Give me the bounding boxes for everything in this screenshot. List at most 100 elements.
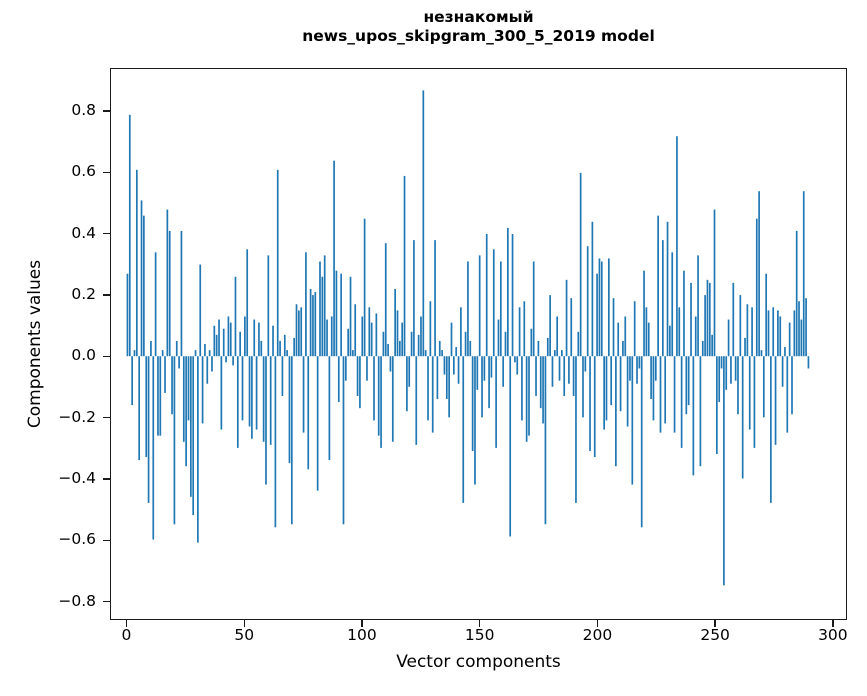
bar <box>467 261 469 357</box>
bar <box>415 356 418 445</box>
bar <box>652 356 655 421</box>
bar <box>683 270 685 357</box>
bar <box>770 356 772 503</box>
bar <box>206 356 209 384</box>
x-tick-label: 250 <box>700 626 730 644</box>
bar <box>406 356 408 412</box>
bar <box>701 340 704 357</box>
bar <box>276 169 279 357</box>
bar <box>128 114 131 357</box>
bar <box>403 175 406 357</box>
y-tick-mark <box>103 355 110 357</box>
bar <box>394 289 396 357</box>
bar <box>213 325 216 357</box>
bar <box>744 337 746 357</box>
bar <box>232 356 234 366</box>
bar <box>758 191 760 357</box>
bar <box>802 191 805 357</box>
x-tick-mark <box>832 620 834 627</box>
bar <box>443 356 446 375</box>
bar <box>187 356 190 421</box>
bar <box>262 356 265 442</box>
bar <box>582 356 584 418</box>
x-tick-mark <box>479 620 481 627</box>
bar <box>283 334 286 357</box>
bar <box>661 240 664 357</box>
bar <box>734 356 737 381</box>
bar <box>173 356 176 525</box>
bar <box>227 316 230 357</box>
bar <box>615 356 617 467</box>
y-tick-mark <box>103 171 110 173</box>
bar <box>596 273 598 357</box>
bar <box>189 356 192 497</box>
bar <box>593 356 596 458</box>
bar <box>236 356 239 448</box>
bar <box>305 252 307 357</box>
bar <box>300 307 303 357</box>
bar <box>269 356 272 445</box>
bar <box>424 350 427 357</box>
x-tick-mark <box>596 620 599 627</box>
bar <box>389 356 392 372</box>
bar <box>314 292 317 357</box>
bar <box>755 218 758 357</box>
bar <box>408 356 411 387</box>
bar <box>741 356 744 479</box>
bar <box>673 356 676 433</box>
bar <box>377 356 380 436</box>
bar <box>131 356 133 406</box>
bar <box>549 295 551 357</box>
bar <box>422 90 425 357</box>
bar <box>464 331 467 357</box>
bar <box>570 298 573 357</box>
bar <box>622 340 624 357</box>
bar <box>429 301 432 357</box>
y-tick-label: 0.4 <box>71 223 96 242</box>
bar <box>678 307 681 357</box>
bar <box>413 240 415 357</box>
bar <box>138 356 141 461</box>
bar <box>349 276 352 357</box>
bar <box>368 307 371 357</box>
bar <box>361 316 364 357</box>
bar <box>222 328 225 357</box>
bar <box>150 340 152 357</box>
bar <box>295 304 298 357</box>
bar <box>781 356 784 387</box>
bar <box>774 356 777 445</box>
bar <box>445 356 448 399</box>
bar <box>640 356 643 528</box>
bar <box>636 356 638 384</box>
bar <box>772 307 775 357</box>
bar <box>474 356 476 485</box>
bar <box>795 230 798 357</box>
bar <box>157 356 159 436</box>
bar <box>391 356 394 442</box>
bar <box>716 356 718 454</box>
bar <box>248 356 251 427</box>
bar <box>680 356 683 448</box>
bar <box>462 356 465 503</box>
bar <box>356 356 359 396</box>
bar <box>373 356 375 421</box>
bar <box>650 356 652 399</box>
bar <box>344 356 347 381</box>
bar <box>607 258 610 357</box>
bar <box>265 356 267 485</box>
bar <box>366 356 368 381</box>
bar <box>586 246 589 357</box>
bar <box>551 356 554 387</box>
bar <box>143 215 145 357</box>
bar <box>298 310 300 357</box>
bar <box>272 325 274 357</box>
bar <box>603 356 605 430</box>
bar <box>354 304 357 357</box>
bar <box>330 316 333 357</box>
bar <box>676 136 678 357</box>
bar <box>321 276 324 357</box>
bar <box>175 340 178 357</box>
bar <box>739 295 742 357</box>
bar <box>185 356 187 467</box>
bar <box>514 356 516 363</box>
